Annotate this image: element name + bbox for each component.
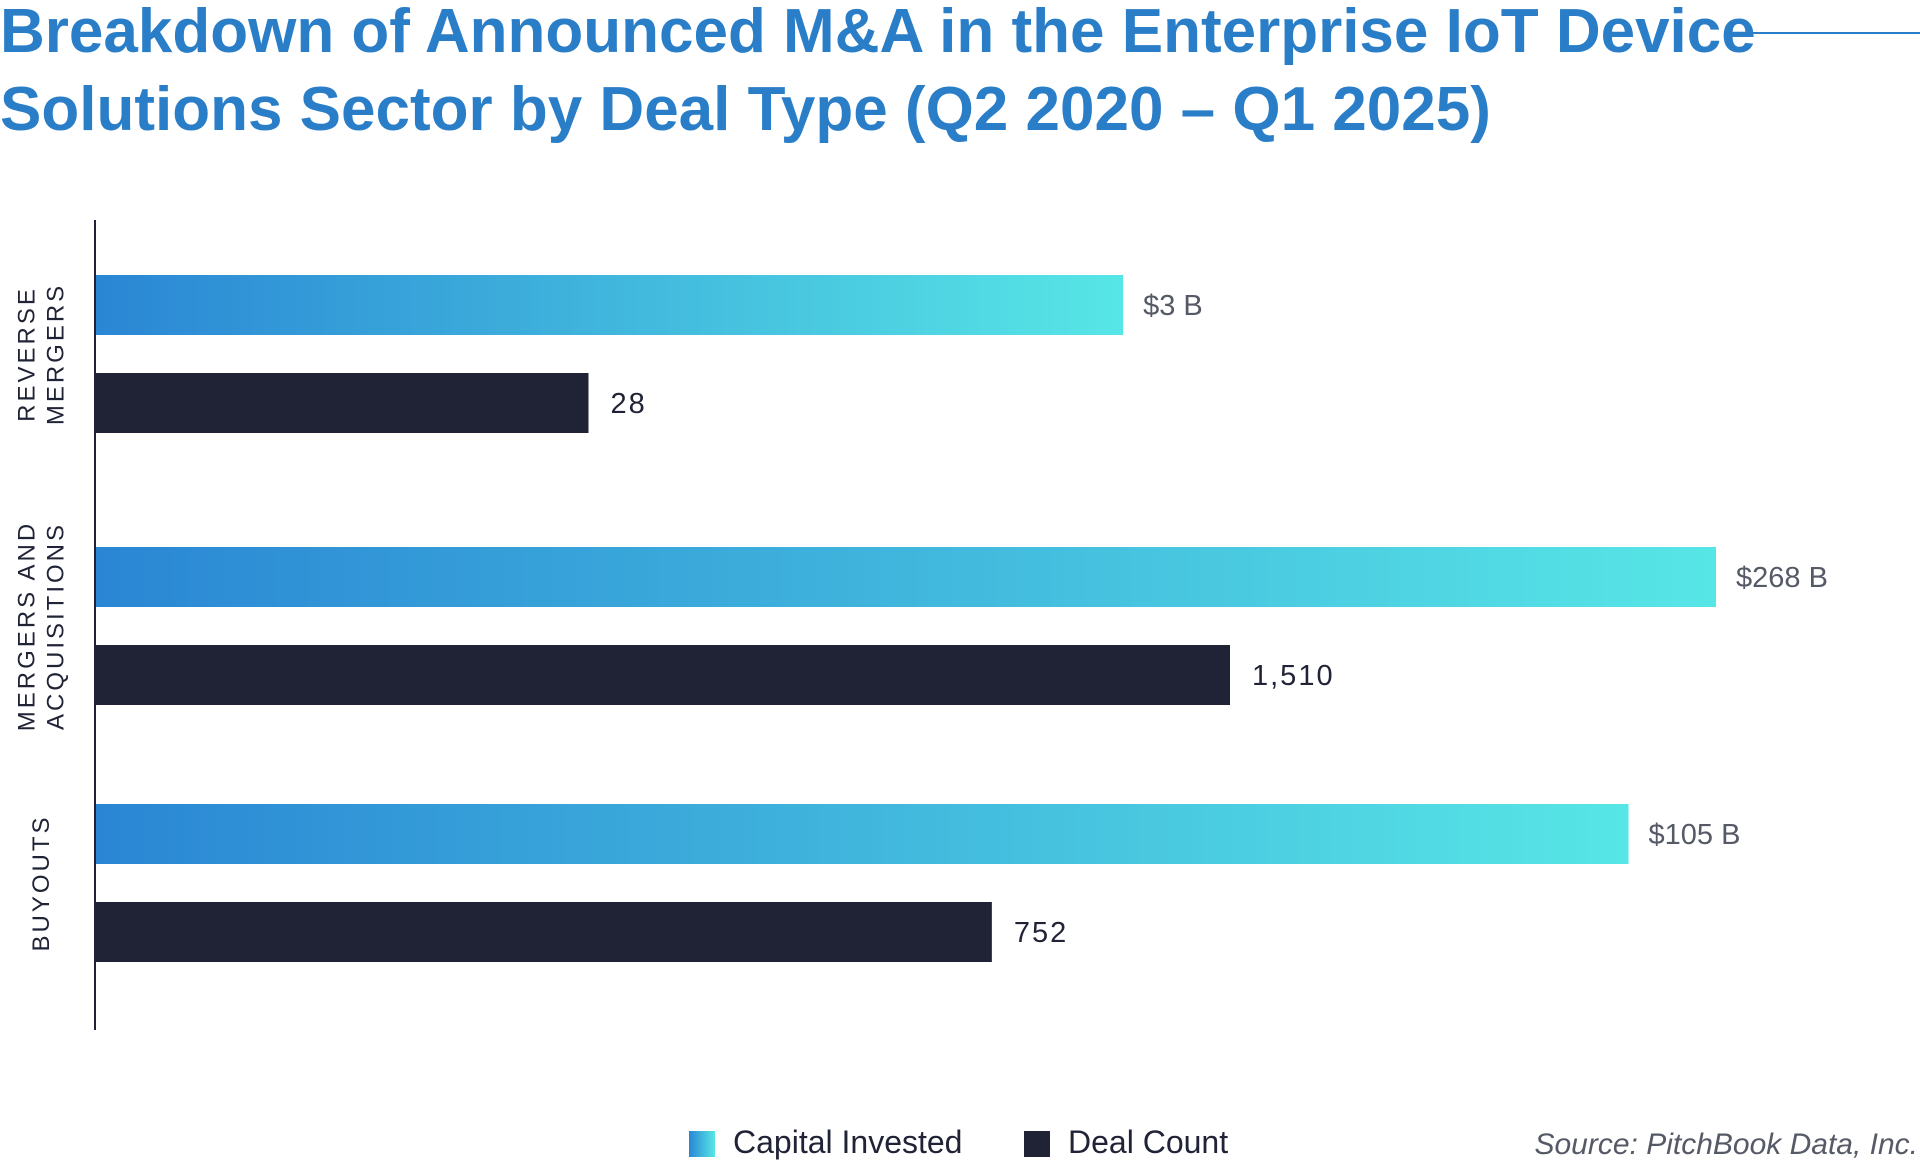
chart-title-line-1: Breakdown of Announced M&A in the Enterp…	[0, 0, 1756, 66]
category-labels-group: REVERSE MERGERS MERGERS AND ACQUISITIONS BUY…	[14, 283, 70, 952]
category-label-line: BUYOUTS	[28, 814, 55, 951]
bars-group: $3 B 28 $268 B 1,510 $105 B 752	[96, 275, 1828, 962]
category-label-buyouts: BUYOUTS	[28, 814, 55, 951]
value-label-deal-count-mergers-and-acquisitions: 1,510	[1252, 660, 1335, 692]
category-label-line: MERGERS	[43, 283, 70, 425]
category-label-line: ACQUISITIONS	[43, 522, 70, 730]
value-label-capital-invested-buyouts: $105 B	[1649, 819, 1741, 851]
bar-capital-invested-reverse-mergers	[96, 275, 1124, 335]
category-label-mergers-and-acquisitions: MERGERS AND ACQUISITIONS	[14, 521, 70, 731]
legend-swatch-capital-invested	[689, 1131, 715, 1157]
legend-label-capital-invested: Capital Invested	[733, 1124, 962, 1160]
category-label-reverse-mergers: REVERSE MERGERS	[14, 283, 70, 425]
source-note: Source: PitchBook Data, Inc.	[1534, 1128, 1918, 1161]
legend: Capital Invested Deal Count	[689, 1124, 1228, 1160]
value-label-deal-count-buyouts: 752	[1014, 917, 1068, 949]
bar-capital-invested-mergers-and-acquisitions	[96, 547, 1716, 607]
chart-title-line-2: Solutions Sector by Deal Type (Q2 2020 –…	[0, 75, 1491, 144]
bar-deal-count-buyouts	[96, 902, 992, 962]
bar-capital-invested-buyouts	[96, 804, 1629, 864]
value-label-capital-invested-mergers-and-acquisitions: $268 B	[1736, 562, 1828, 594]
legend-label-deal-count: Deal Count	[1068, 1124, 1228, 1160]
category-label-line: REVERSE	[14, 286, 41, 422]
bar-deal-count-mergers-and-acquisitions	[96, 645, 1230, 705]
value-label-deal-count-reverse-mergers: 28	[610, 388, 646, 420]
value-label-capital-invested-reverse-mergers: $3 B	[1143, 290, 1203, 322]
category-label-line: MERGERS AND	[14, 521, 41, 731]
bar-deal-count-reverse-mergers	[96, 373, 589, 433]
legend-swatch-deal-count	[1024, 1131, 1050, 1157]
